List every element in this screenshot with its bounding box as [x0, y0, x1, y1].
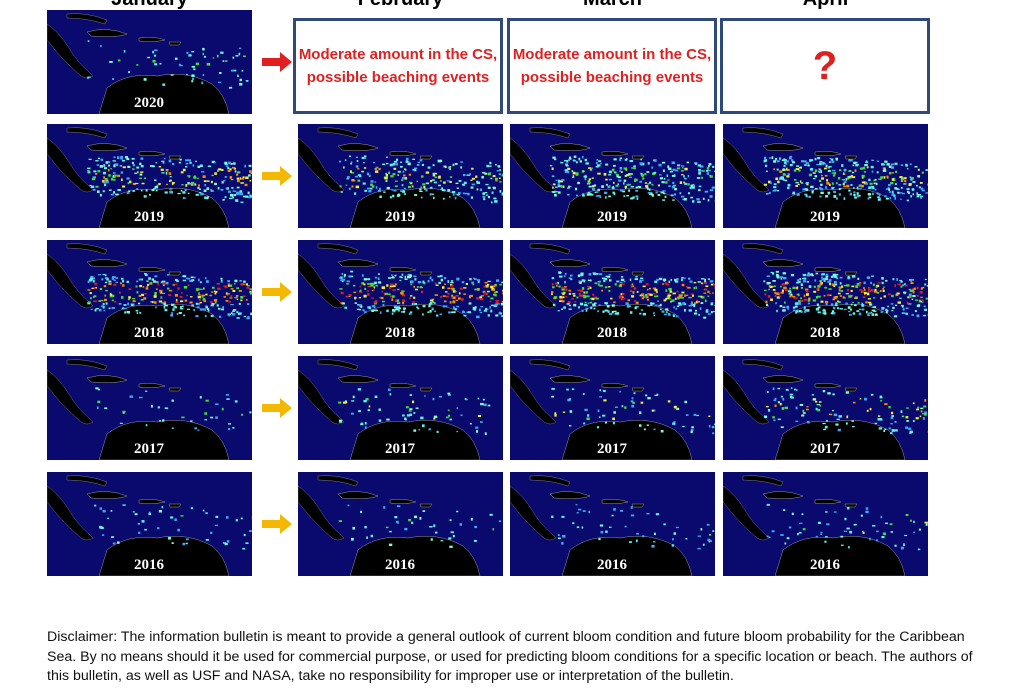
year-label: 2019 — [810, 209, 840, 225]
column-header: March — [510, 0, 715, 11]
satellite-map: 2017 — [298, 356, 503, 460]
map-image: 2020 — [47, 10, 252, 114]
year-label: 2018 — [810, 325, 840, 341]
year-label: 2017 — [597, 441, 628, 457]
satellite-map: 2016 — [298, 472, 503, 576]
map-image: 2019 — [298, 124, 503, 228]
satellite-map: 2019 — [298, 124, 503, 228]
map-image: 2016 — [47, 472, 252, 576]
satellite-map: 2018 — [510, 240, 715, 344]
arrow — [262, 52, 292, 72]
satellite-map: 2018 — [723, 240, 928, 344]
satellite-map: 2019 — [510, 124, 715, 228]
outlook-text: ? — [812, 43, 838, 88]
year-label: 2017 — [134, 441, 165, 457]
map-image: 2019 — [510, 124, 715, 228]
arrow — [262, 514, 292, 534]
year-label: 2018 — [134, 325, 164, 341]
year-label: 2017 — [385, 441, 416, 457]
satellite-map: 2016 — [47, 472, 252, 576]
arrow — [262, 166, 292, 186]
disclaimer: Disclaimer: The information bulletin is … — [47, 629, 973, 684]
year-label: 2016 — [134, 557, 165, 573]
column-header: February — [298, 0, 503, 11]
map-image: 2018 — [298, 240, 503, 344]
year-label: 2019 — [134, 209, 164, 225]
outlook-text: Moderate amount in the CS, possible beac… — [298, 46, 498, 86]
year-label: 2019 — [385, 209, 415, 225]
satellite-map: 2017 — [47, 356, 252, 460]
satellite-map: 2016 — [723, 472, 928, 576]
arrow — [262, 398, 292, 418]
map-image: 2016 — [298, 472, 503, 576]
satellite-map: 2016 — [510, 472, 715, 576]
year-label: 2018 — [597, 325, 627, 341]
satellite-map: 2019 — [47, 124, 252, 228]
map-image: 2017 — [510, 356, 715, 460]
map-image: 2019 — [723, 124, 928, 228]
map-image: 2019 — [47, 124, 252, 228]
year-label: 2019 — [597, 209, 627, 225]
map-image: 2017 — [723, 356, 928, 460]
map-image: 2018 — [723, 240, 928, 344]
satellite-map: 2020 — [47, 10, 252, 114]
outlook-box: Moderate amount in the CS, possible beac… — [293, 18, 503, 114]
map-image: 2018 — [47, 240, 252, 344]
map-image: 2016 — [723, 472, 928, 576]
year-label: 2018 — [385, 325, 415, 341]
outlook-text: Moderate amount in the CS, possible beac… — [512, 46, 712, 86]
year-label: 2016 — [597, 557, 628, 573]
year-label: 2016 — [385, 557, 416, 573]
column-header: April — [723, 0, 928, 11]
year-label: 2020 — [134, 95, 164, 111]
outlook-box: ? — [720, 18, 930, 114]
year-label: 2016 — [810, 557, 841, 573]
satellite-map: 2018 — [298, 240, 503, 344]
satellite-map: 2019 — [723, 124, 928, 228]
arrow — [262, 282, 292, 302]
map-image: 2016 — [510, 472, 715, 576]
map-image: 2017 — [47, 356, 252, 460]
year-label: 2017 — [810, 441, 841, 457]
map-image: 2018 — [510, 240, 715, 344]
satellite-map: 2018 — [47, 240, 252, 344]
map-image: 2017 — [298, 356, 503, 460]
satellite-map: 2017 — [510, 356, 715, 460]
outlook-box: Moderate amount in the CS, possible beac… — [507, 18, 717, 114]
satellite-map: 2017 — [723, 356, 928, 460]
column-header: January — [47, 0, 252, 11]
